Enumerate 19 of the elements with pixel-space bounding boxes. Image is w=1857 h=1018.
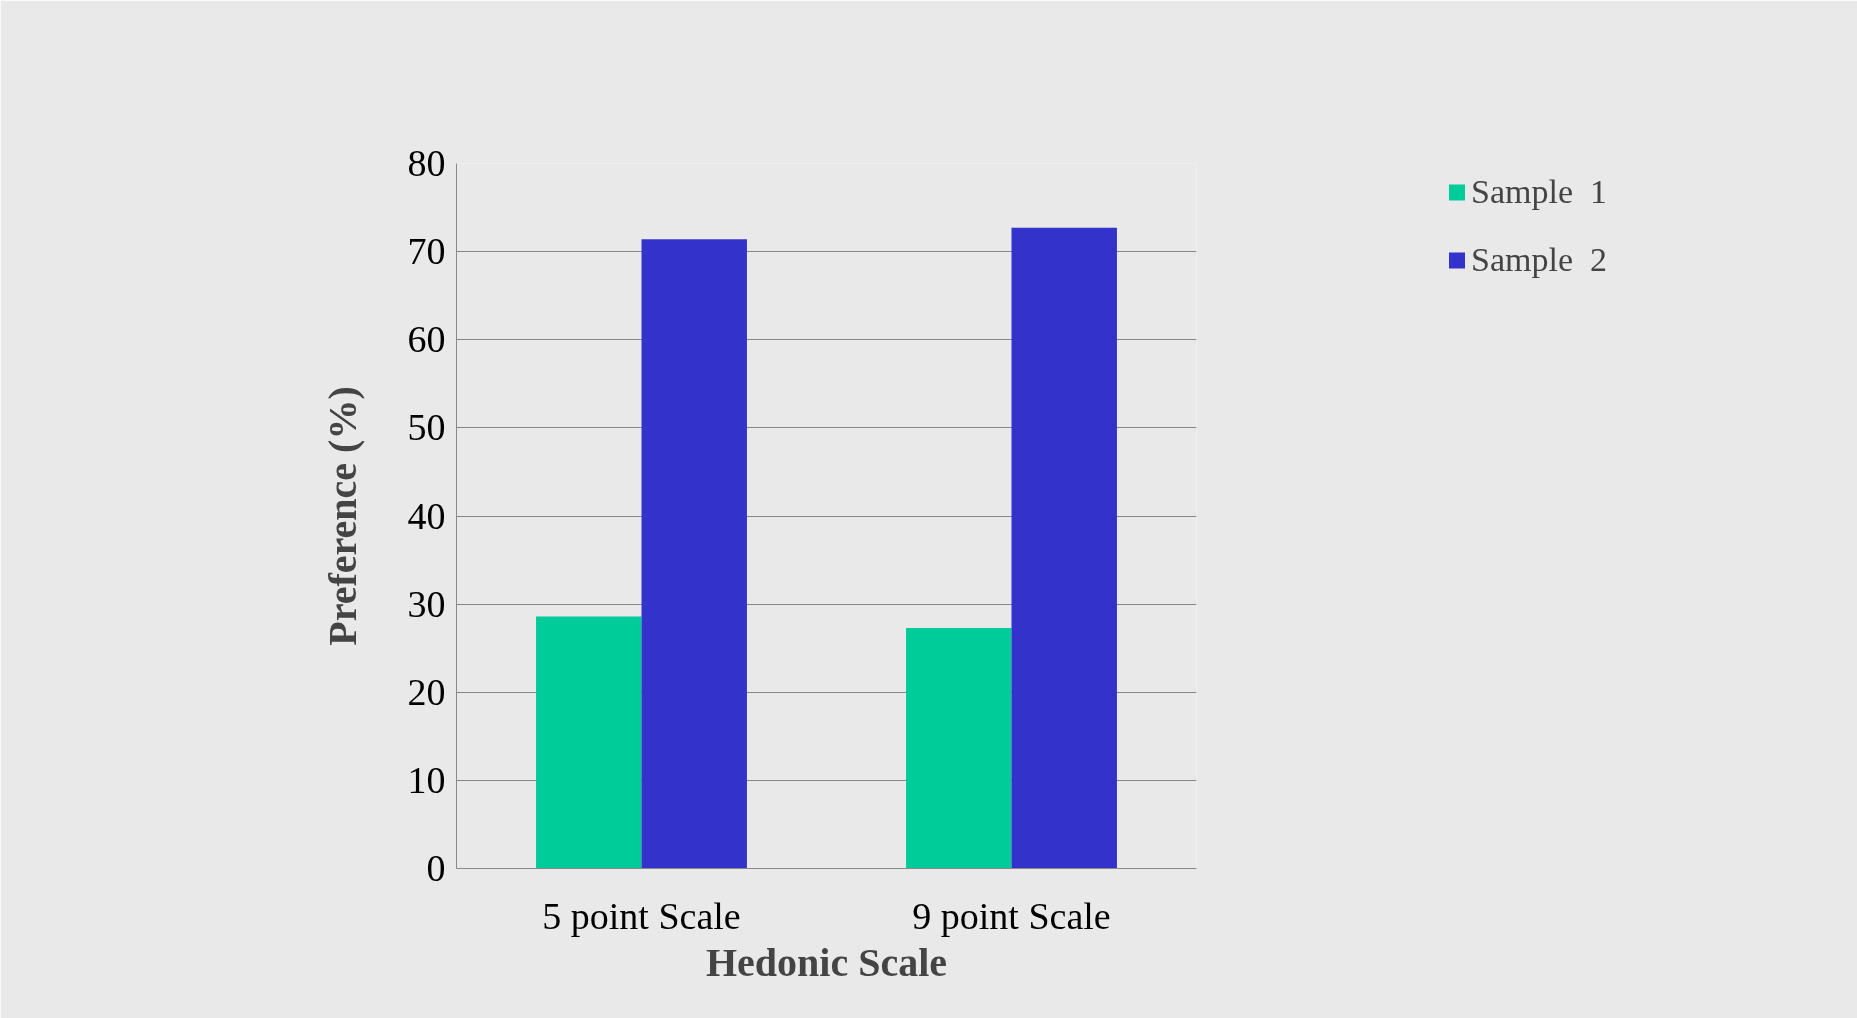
y-tick-label: 40 bbox=[407, 494, 446, 537]
y-tick-label: 20 bbox=[407, 670, 446, 713]
bar bbox=[1011, 227, 1117, 869]
y-tick-label: 50 bbox=[407, 406, 446, 449]
y-tick-label: 60 bbox=[407, 318, 446, 361]
y-tick-label: 80 bbox=[407, 142, 446, 184]
legend-label: Sample 2 bbox=[1471, 241, 1607, 279]
y-tick-label: 0 bbox=[426, 847, 446, 889]
y-tick-label: 70 bbox=[407, 230, 446, 273]
bar bbox=[906, 627, 1012, 869]
y-tick-label: 10 bbox=[407, 758, 446, 801]
y-tick-label: 30 bbox=[407, 582, 446, 625]
y-axis-title: Preference (%) bbox=[319, 386, 365, 646]
legend-label: Sample 1 bbox=[1471, 173, 1607, 211]
bar bbox=[536, 616, 642, 869]
x-axis-title: Hedonic Scale bbox=[705, 939, 948, 985]
bar bbox=[641, 239, 747, 869]
x-tick-label: 5 point Scale bbox=[542, 894, 741, 937]
x-tick-label: 9 point Scale bbox=[912, 894, 1111, 937]
